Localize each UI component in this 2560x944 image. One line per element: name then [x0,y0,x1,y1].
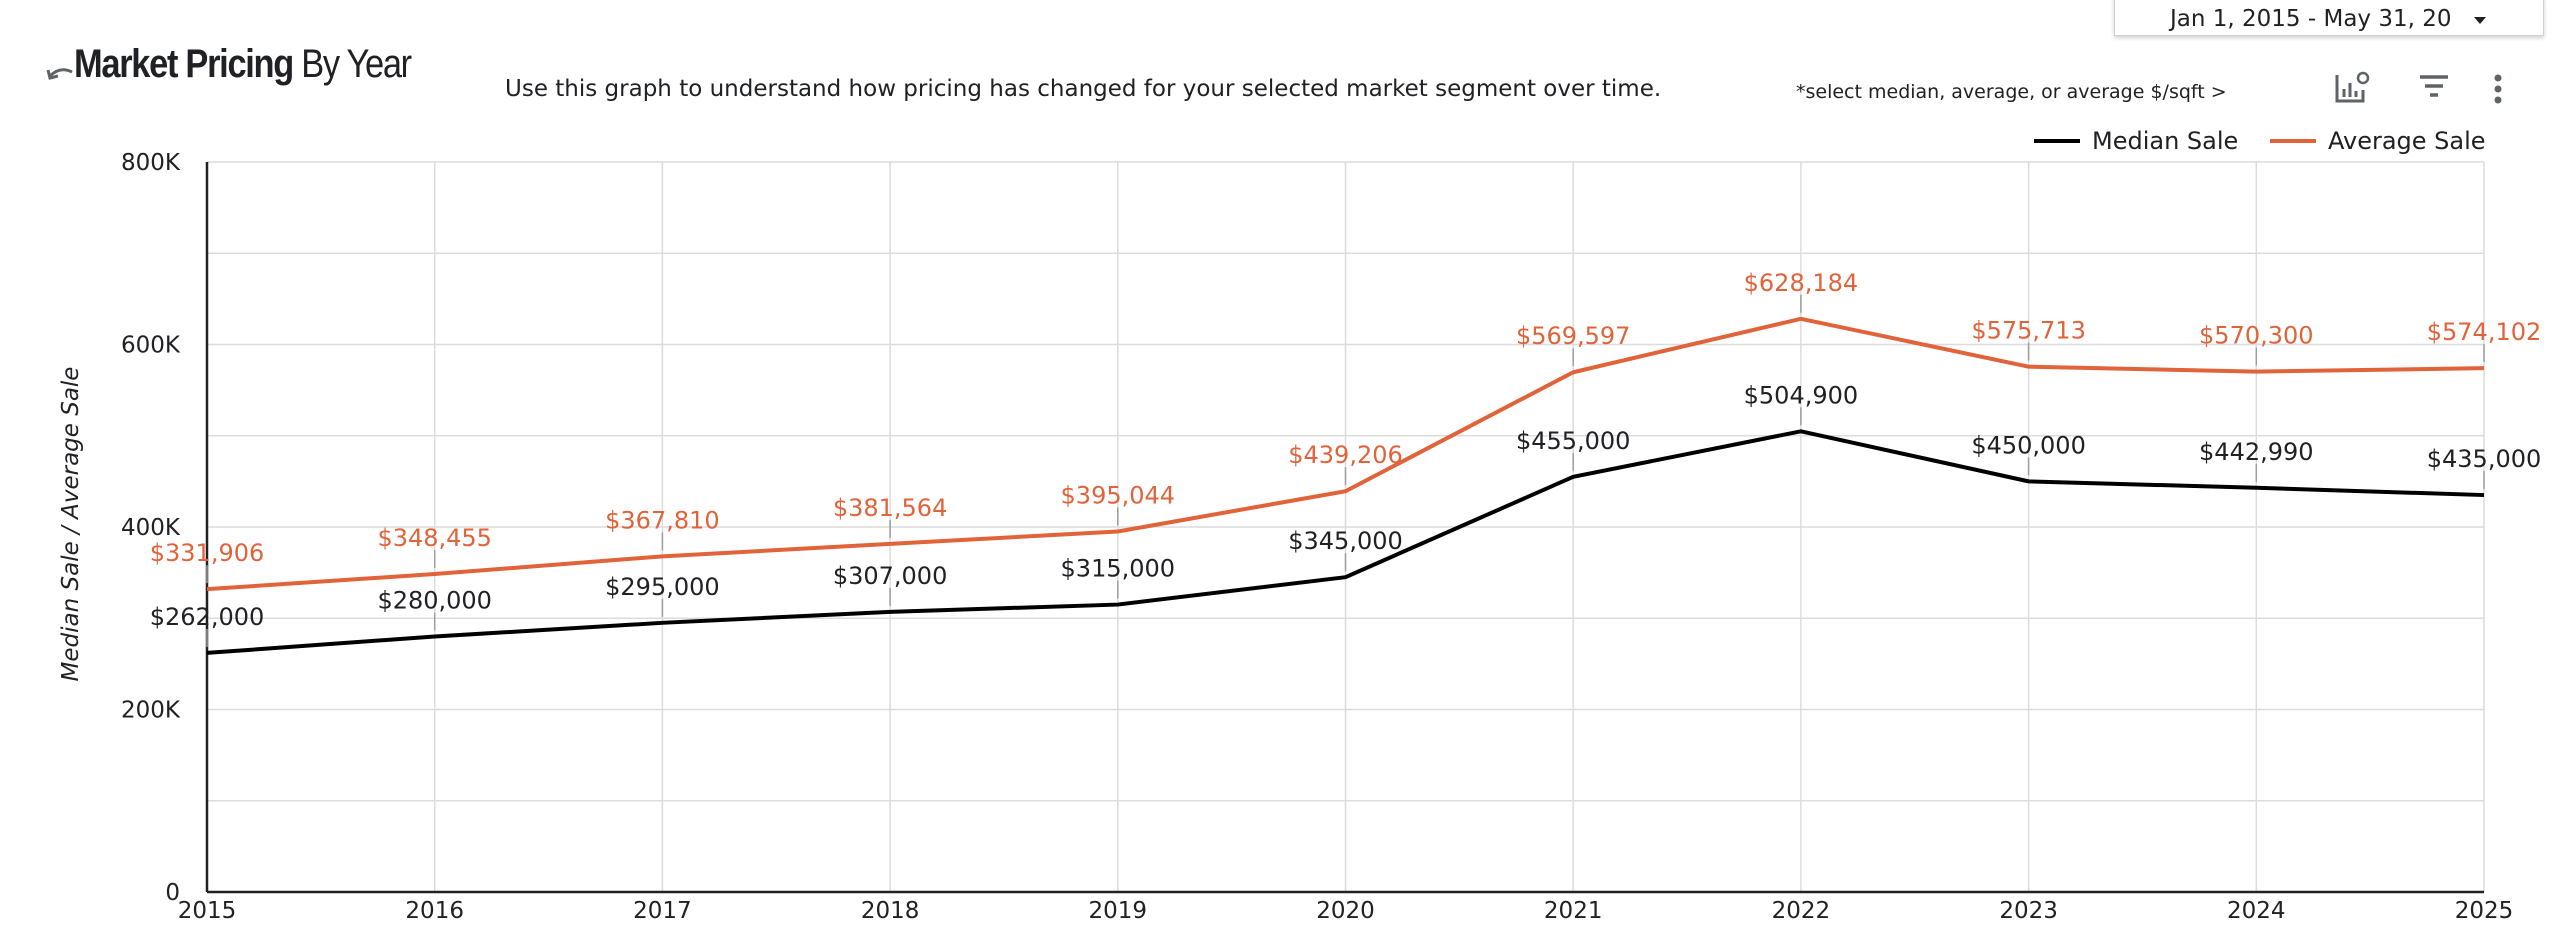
data-label: $395,044 [1061,482,1176,510]
data-label: $345,000 [1288,527,1403,555]
x-tick-label: 2022 [1772,898,1831,924]
data-label: $442,990 [2199,438,2314,466]
data-label: $455,000 [1516,427,1631,455]
x-tick-label: 2017 [633,898,692,924]
y-tick-label: 800K [121,150,181,176]
x-tick-label: 2025 [2455,898,2514,924]
tick-labels: 0 200K 400K 600K 800K 2015 2016 2017 2018 2019 202… [121,150,2513,924]
metric-select-hint: *select median, average, or average $/sq… [1796,81,2227,103]
x-tick-label: 2021 [1544,898,1603,924]
data-label: $262,000 [150,603,265,631]
legend: Median Sale Average Sale [2034,127,2486,155]
x-tick-label: 2015 [178,898,237,924]
x-tick-label: 2019 [1089,898,1148,924]
data-label: $307,000 [833,562,948,590]
legend-label: Average Sale [2328,127,2486,155]
data-label: $280,000 [377,587,492,615]
title-rest: By Year [293,42,412,86]
y-tick-label: 400K [121,515,181,541]
x-tick-label: 2024 [2227,898,2286,924]
legend-label: Median Sale [2092,127,2238,155]
data-label: $575,713 [1971,317,2086,345]
data-label: $348,455 [377,524,492,552]
chart-description: Use this graph to understand how pricing… [505,76,1662,102]
data-label: $504,900 [1744,381,1859,409]
data-label: $315,000 [1061,555,1176,583]
data-label: $628,184 [1744,269,1859,297]
label-leaders [206,294,2485,647]
y-tick-label: 600K [121,333,181,359]
filter-icon[interactable] [2418,74,2450,102]
data-label: $569,597 [1516,322,1631,350]
dropdown-caret-icon [2473,11,2487,30]
data-label: $331,906 [150,539,265,567]
x-tick-label: 2023 [1999,898,2058,924]
axes [205,162,2484,894]
y-tick-label: 0 [165,880,180,906]
date-range-label: Jan 1, 2015 - May 31, 20 [2170,6,2452,32]
insights-chart-icon[interactable] [2334,70,2370,108]
series-line-average [206,316,2485,592]
data-label: $570,300 [2199,322,2314,350]
x-tick-label: 2016 [405,898,464,924]
grid-lines [207,161,2485,892]
data-label: $439,206 [1288,441,1403,469]
data-label: $367,810 [605,506,720,534]
data-label: $295,000 [605,573,720,601]
data-label: $450,000 [1971,431,2086,459]
date-range-control[interactable]: Jan 1, 2015 - May 31, 20 [2114,0,2544,36]
data-labels: $262,000 $280,000 $295,000 $307,000 $315,000… [150,269,2542,631]
x-tick-label: 2018 [861,898,920,924]
series-line-median [206,429,2485,655]
page-title: Market Pricing By Year [74,42,412,87]
data-label: $381,564 [833,494,948,522]
x-tick-label: 2020 [1316,898,1375,924]
y-axis-label: Median Sale / Average Sale [58,367,84,682]
more-vert-icon[interactable] [2492,74,2504,110]
title-bold: Market Pricing [74,42,294,86]
series-lines [206,316,2485,655]
data-label: $435,000 [2427,445,2542,473]
back-arrow-icon[interactable] [46,64,76,94]
y-tick-label: 200K [121,698,181,724]
data-label: $574,102 [2427,318,2542,346]
